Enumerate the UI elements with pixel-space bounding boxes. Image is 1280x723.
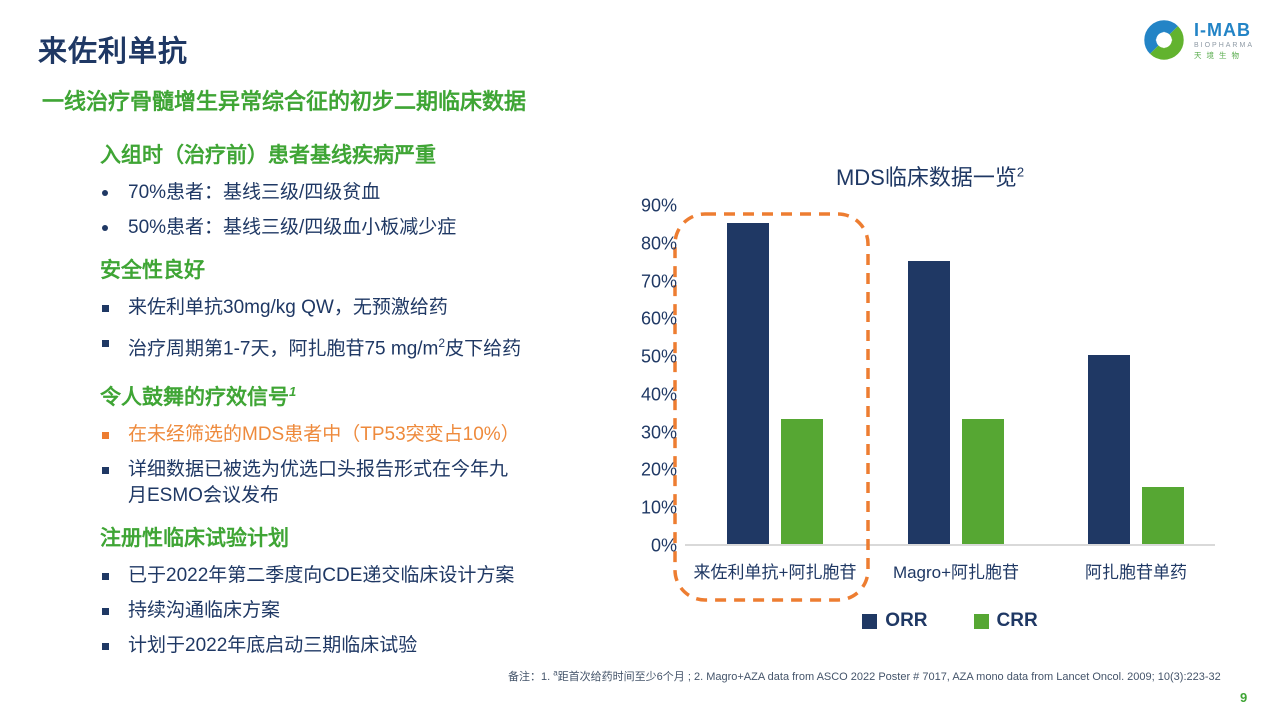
bullet-dot-icon — [100, 215, 128, 241]
bullet-square-icon — [100, 422, 128, 448]
bullet-text: 详细数据已被选为优选口头报告形式在今年九 月ESMO会议发布 — [128, 459, 509, 507]
left-content: 入组时（治疗前）患者基线疾病严重 70%患者：基线三级/四级贫血 50%患者：基… — [100, 142, 605, 675]
bullet-item: 持续沟通临床方案 — [100, 598, 605, 624]
section-efficacy: 令人鼓舞的疗效信号1 在未经筛选的MDS患者中（TP53突变占10%） 详细数据… — [100, 378, 605, 509]
bullet-text: 50%患者：基线三级/四级血小板减少症 — [128, 217, 457, 238]
imab-swirl-icon — [1144, 20, 1184, 60]
legend-item-orr: ORR — [862, 610, 928, 632]
bar-crr-3 — [1142, 487, 1184, 544]
y-axis-tick: 80% — [640, 233, 677, 254]
bullet-dot-icon — [100, 180, 128, 206]
logo-subtitle: BIOPHARMA — [1193, 41, 1254, 49]
bullet-item: 来佐利单抗30mg/kg QW，无预激给药 — [100, 295, 605, 321]
section-safety: 安全性良好 来佐利单抗30mg/kg QW，无预激给药 治疗周期第1-7天，阿扎… — [100, 257, 605, 362]
legend-swatch-crr — [973, 613, 989, 629]
legend-swatch-orr — [862, 613, 878, 629]
footnote-label: 备注： — [508, 671, 541, 683]
footnote-text-part: 1. — [541, 671, 554, 683]
bullet-item: 已于2022年第二季度向CDE递交临床设计方案 — [100, 563, 605, 589]
section-heading: 入组时（治疗前）患者基线疾病严重 — [100, 144, 436, 167]
chart-plot: 90% 80% 70% 60% 50% 40% 30% 20% 10% 0% 来佐利单抗+阿扎胞苷 M… — [641, 196, 1215, 602]
y-axis-tick: 30% — [640, 422, 677, 443]
page-title: 来佐利单抗 — [38, 36, 189, 68]
superscript: a — [553, 668, 558, 678]
bullet-item: 在未经筛选的MDS患者中（TP53突变占10%） — [100, 422, 605, 448]
footnote-text-part: 距首次给药时间至少6个月 ; 2. Magro+AZA data from AS… — [557, 671, 1221, 683]
bullet-square-icon — [100, 598, 128, 624]
bullet-text: 70%患者：基线三级/四级贫血 — [128, 182, 381, 203]
mds-clinical-data-chart: MDS临床数据一览2 90% 80% 70% 60% 50% 40% 30% 20% 10% 0%… — [630, 158, 1230, 668]
page-subtitle: 一线治疗骨髓增生异常综合征的初步二期临床数据 — [42, 89, 527, 114]
legend-label: ORR — [885, 610, 928, 631]
section-baseline-disease: 入组时（治疗前）患者基线疾病严重 70%患者：基线三级/四级贫血 50%患者：基… — [100, 142, 605, 241]
bullet-item: 计划于2022年底启动三期临床试验 — [100, 633, 605, 659]
chart-legend: ORR CRR — [685, 610, 1215, 632]
bullet-text: 持续沟通临床方案 — [128, 600, 281, 622]
bullet-item: 治疗周期第1-7天，阿扎胞苷75 mg/m2皮下给药 — [100, 330, 605, 362]
logo-chinese-name: 天境生物 — [1193, 50, 1244, 60]
bullet-square-icon — [100, 457, 128, 483]
bullet-square-icon — [100, 295, 128, 321]
y-axis-tick: 40% — [640, 384, 677, 405]
bullet-text-part: 治疗周期第1-7天，阿扎胞苷75 mg/m — [128, 338, 439, 360]
bullet-text: 已于2022年第二季度向CDE递交临床设计方案 — [128, 565, 515, 587]
bullet-text: 计划于2022年底启动三期临床试验 — [128, 635, 418, 657]
footnote: 备注：1. a距首次给药时间至少6个月 ; 2. Magro+AZA data … — [508, 668, 1221, 684]
bar-orr-1 — [727, 222, 769, 544]
bullet-square-icon — [100, 563, 128, 589]
bar-orr-2 — [908, 260, 950, 544]
y-axis-tick: 70% — [640, 271, 677, 292]
chart-title: MDS临床数据一览2 — [630, 160, 1230, 192]
y-axis-tick: 90% — [640, 195, 677, 216]
bar-group-3 — [1088, 355, 1184, 544]
bullet-item: 详细数据已被选为优选口头报告形式在今年九 月ESMO会议发布 — [100, 457, 605, 509]
bullet-text-part: 皮下给药 — [445, 338, 522, 360]
bullet-square-icon — [100, 330, 128, 356]
y-axis-tick: 0% — [650, 535, 677, 556]
company-logo: I-MAB BIOPHARMA 天境生物 — [1142, 18, 1254, 62]
x-axis-label: 阿扎胞苷单药 — [1085, 563, 1187, 582]
page-number: 9 — [1240, 690, 1248, 705]
bar-crr-1 — [781, 419, 823, 544]
chart-title-text: MDS临床数据一览 — [835, 165, 1017, 190]
section-registration-plan: 注册性临床试验计划 已于2022年第二季度向CDE递交临床设计方案 持续沟通临床… — [100, 525, 605, 659]
bar-crr-2 — [962, 419, 1004, 544]
bullet-text: 来佐利单抗30mg/kg QW，无预激给药 — [128, 297, 448, 318]
bullet-item: 70%患者：基线三级/四级贫血 — [100, 180, 605, 206]
bar-orr-3 — [1088, 355, 1130, 544]
y-axis-tick: 50% — [640, 346, 677, 367]
section-heading: 安全性良好 — [100, 259, 205, 282]
x-axis-label: Magro+阿扎胞苷 — [892, 563, 1020, 582]
bar-group-2 — [908, 260, 1004, 544]
superscript: 2 — [1016, 164, 1025, 180]
logo-text: I-MAB BIOPHARMA 天境生物 — [1194, 21, 1254, 60]
section-heading-text: 令人鼓舞的疗效信号 — [100, 386, 289, 410]
superscript: 1 — [289, 384, 297, 400]
logo-name: I-MAB — [1193, 19, 1251, 40]
y-axis-tick: 20% — [640, 459, 677, 480]
bullet-item: 50%患者：基线三级/四级血小板减少症 — [100, 215, 605, 241]
legend-label: CRR — [996, 610, 1038, 631]
bullet-text: 在未经筛选的MDS患者中（TP53突变占10%） — [128, 424, 520, 446]
y-axis-tick: 60% — [640, 308, 677, 329]
x-axis-label: 来佐利单抗+阿扎胞苷 — [693, 563, 857, 582]
legend-item-crr: CRR — [973, 610, 1038, 632]
highlight-box — [673, 212, 870, 602]
bullet-text: 治疗周期第1-7天，阿扎胞苷75 mg/m2皮下给药 — [128, 330, 521, 362]
section-heading: 注册性临床试验计划 — [100, 527, 289, 551]
bullet-square-icon — [100, 633, 128, 659]
bar-group-1 — [727, 222, 823, 544]
section-heading: 令人鼓舞的疗效信号1 — [100, 378, 605, 412]
superscript: 2 — [438, 336, 446, 350]
y-axis-tick: 10% — [640, 497, 677, 518]
